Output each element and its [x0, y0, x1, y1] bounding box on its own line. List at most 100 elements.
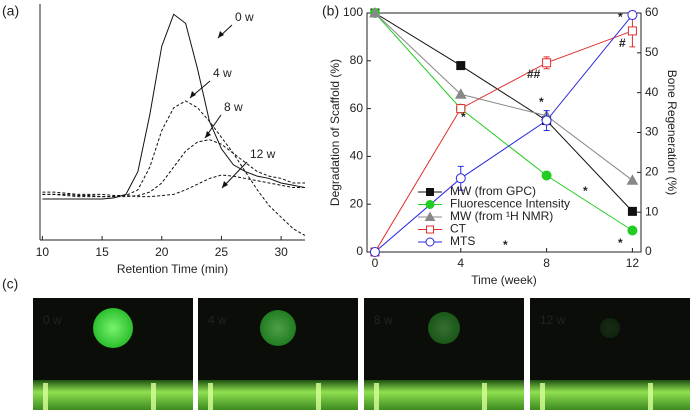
annotation: *: [461, 110, 466, 124]
marker: [627, 206, 637, 216]
marker: [454, 88, 467, 99]
y2-tick-label: 20: [645, 165, 659, 179]
legend-label: CT: [450, 222, 467, 236]
photo-band-mark: [374, 383, 379, 410]
photo-label: 4 w: [208, 313, 227, 327]
photo-band-mark: [316, 383, 321, 410]
legend-label: Fluorescence Intensity: [450, 197, 570, 211]
photo-band-mark: [43, 383, 48, 410]
annotation: *: [618, 10, 623, 24]
marker: [425, 237, 435, 247]
marker: [627, 9, 638, 20]
y-tick-label: 40: [350, 149, 364, 163]
curve-label: 8 w: [224, 100, 243, 114]
y2-tick-label: 0: [645, 244, 652, 258]
y-tick-label: 20: [350, 196, 364, 210]
marker: [541, 170, 552, 181]
photo-band-mark: [482, 383, 487, 410]
annotation: ##: [527, 67, 541, 81]
curve: [42, 139, 305, 198]
marker: [455, 173, 466, 184]
legend-label: MTS: [450, 234, 475, 248]
scaffold: [260, 310, 296, 346]
curve-label: 12 w: [250, 147, 276, 161]
marker: [424, 211, 436, 221]
x-tick-label: 15: [95, 245, 109, 259]
x-tick-label: 10: [36, 245, 50, 259]
photo-label: 12 w: [540, 313, 566, 327]
marker: [369, 6, 381, 18]
legend-symbol: [426, 225, 434, 234]
curve-label: 4 w: [213, 66, 232, 80]
marker: [426, 225, 434, 234]
series-line: [374, 30, 633, 253]
series-line: [374, 14, 633, 253]
annotation: *: [618, 236, 623, 250]
marker: [456, 104, 466, 114]
marker: [369, 247, 380, 257]
marker: [425, 200, 435, 209]
photo-row: 0 w 4 w 8 w 12 w: [33, 298, 690, 410]
curve: [42, 174, 305, 198]
x-tick-label: 25: [215, 245, 229, 259]
y2-tick-label: 50: [645, 45, 659, 59]
arrow-head: [222, 181, 228, 188]
arrow-head: [205, 131, 211, 138]
annotation: *: [503, 238, 508, 252]
panel-label: (a): [2, 3, 19, 19]
legend-symbol: [424, 211, 436, 221]
legend-label: MW (from ¹H NMR): [450, 209, 553, 223]
x-tick-label: 4: [457, 256, 464, 270]
panel-label: (b): [322, 3, 339, 19]
marker: [456, 61, 466, 71]
photo-label: 8 w: [374, 313, 393, 327]
x-tick-label: 0: [372, 256, 379, 270]
x-axis-label: Time (week): [471, 273, 537, 287]
photo-band: [364, 380, 524, 410]
y-tick-label: 0: [356, 244, 363, 258]
marker: [627, 26, 637, 36]
legend-symbol: [425, 200, 435, 209]
arrow-head: [190, 91, 196, 98]
y-axis-label: Degradation of Scaffold (%): [328, 59, 342, 206]
curve: [42, 13, 306, 200]
curve: [42, 100, 306, 236]
x-tick-label: 30: [274, 245, 288, 259]
x-tick-label: 8: [543, 256, 550, 270]
y2-tick-label: 30: [645, 125, 659, 139]
photo-label: 0 w: [43, 313, 62, 327]
photo-band-mark: [540, 383, 545, 410]
photo-band: [530, 380, 690, 410]
marker: [541, 115, 552, 126]
y-tick-label: 80: [350, 53, 364, 67]
series-line: [374, 12, 633, 181]
x-axis-label: Retention Time (min): [117, 262, 228, 276]
photo-band-mark: [208, 383, 213, 410]
y2-tick-label: 60: [645, 5, 659, 19]
photo-band: [33, 380, 193, 410]
scaffold: [600, 318, 620, 338]
legend-symbol: [425, 237, 435, 247]
curve-label: 0 w: [235, 10, 254, 24]
legend-label: MW (from GPC): [450, 184, 536, 198]
scaffold: [93, 308, 133, 348]
marker: [426, 188, 434, 196]
annotation: *: [583, 184, 588, 198]
y2-tick-label: 10: [645, 204, 659, 218]
annotation: *: [539, 95, 544, 109]
y2-tick-label: 40: [645, 85, 659, 99]
photo-band-mark: [151, 383, 156, 410]
legend-symbol: [426, 188, 434, 196]
photo-band-mark: [648, 383, 653, 410]
y2-axis-label: Bone Regeneration (%): [665, 70, 679, 195]
x-tick-label: 12: [626, 256, 640, 270]
marker: [626, 174, 639, 185]
arrow-head: [218, 31, 224, 38]
marker: [542, 58, 552, 68]
y-tick-label: 100: [343, 5, 363, 19]
panel-label: (c): [2, 276, 18, 292]
y-tick-label: 60: [350, 101, 364, 115]
photo-band: [198, 380, 358, 410]
series-line: [374, 12, 633, 212]
